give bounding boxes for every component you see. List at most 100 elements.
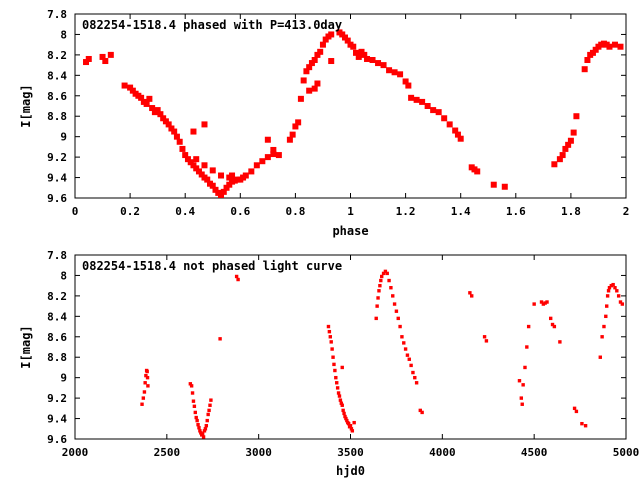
y-tick-label: 9.6 (47, 433, 67, 446)
data-point (519, 396, 524, 400)
y-tick-label: 8.6 (47, 331, 67, 344)
phased-plot-title: 082254-1518.4 phased with P=413.0day (82, 18, 342, 32)
data-point (204, 424, 209, 428)
data-point (322, 36, 329, 43)
data-point (200, 432, 205, 436)
data-point (234, 176, 241, 183)
phased-x-ticks: 0 0.2 0.4 0.6 0.8 1 1.2 1.4 1.6 1.8 2 (72, 14, 630, 218)
data-point (397, 71, 404, 78)
x-tick-label: 0.4 (175, 205, 195, 218)
data-point (199, 431, 203, 435)
data-point (380, 274, 384, 279)
phased-x-axis-title: phase (332, 224, 368, 238)
x-tick-label: 2 (623, 205, 630, 218)
data-point (218, 337, 222, 341)
data-point (562, 145, 569, 152)
data-point (446, 121, 453, 128)
data-point (543, 301, 547, 305)
data-point (303, 68, 310, 75)
data-point (194, 415, 198, 420)
data-point (286, 136, 293, 143)
data-point (430, 107, 437, 114)
data-point (617, 43, 624, 50)
data-point (306, 87, 313, 94)
raw-data-series (140, 269, 625, 439)
y-tick-label: 8.2 (47, 49, 67, 62)
y-tick-label: 9.6 (47, 192, 67, 205)
data-point (424, 103, 431, 109)
data-point (141, 396, 146, 400)
data-point (419, 98, 426, 105)
data-point (191, 399, 196, 403)
data-point (606, 289, 611, 293)
data-point (350, 43, 357, 50)
data-point (342, 411, 346, 416)
data-point (204, 176, 211, 183)
data-point (202, 429, 207, 433)
data-point (387, 278, 391, 283)
data-point (190, 162, 197, 169)
data-point (383, 269, 388, 274)
data-point (358, 48, 365, 55)
data-point (193, 156, 200, 163)
data-point (201, 435, 206, 439)
data-point (184, 156, 191, 163)
y-tick-label: 9 (60, 131, 67, 144)
x-tick-label: 1 (347, 205, 354, 218)
y-tick-label: 7.8 (47, 8, 67, 21)
data-point (190, 391, 195, 395)
y-tick-label: 8.6 (47, 90, 67, 103)
data-point (341, 34, 348, 41)
data-point (376, 296, 380, 300)
data-point (338, 398, 343, 402)
data-point (308, 60, 315, 67)
data-point (138, 94, 145, 101)
data-point (398, 324, 402, 329)
data-point (620, 302, 625, 306)
data-point (385, 271, 389, 276)
data-point (102, 58, 109, 65)
raw-plot-frame (74, 254, 627, 440)
data-point (83, 59, 90, 66)
data-point (414, 381, 419, 385)
data-point (607, 286, 612, 290)
data-point (545, 300, 549, 304)
data-point (484, 339, 489, 343)
data-point (339, 401, 344, 405)
data-point (198, 171, 205, 178)
data-point (600, 335, 604, 339)
data-point (149, 105, 156, 112)
data-point (201, 121, 208, 128)
data-point (411, 370, 415, 375)
y-tick-label: 9.4 (47, 413, 67, 426)
data-point (193, 165, 200, 172)
data-point (157, 111, 164, 118)
data-point (501, 183, 508, 190)
data-point (145, 369, 149, 374)
data-point (350, 429, 355, 433)
data-point (474, 168, 481, 175)
data-point (532, 302, 536, 306)
data-point (580, 421, 584, 426)
phased-light-curve-panel: 0 0.2 0.4 0.6 0.8 1 1.2 1.4 1.6 1.8 2 7.8 8 8.2 8.4 8.… (19, 8, 629, 238)
data-point (248, 168, 255, 175)
y-tick-label: 7.8 (47, 249, 67, 262)
data-point (556, 156, 563, 163)
data-point (337, 394, 342, 398)
data-point (140, 402, 144, 406)
data-point (129, 87, 136, 94)
data-point (223, 184, 230, 191)
data-point (311, 85, 318, 92)
x-tick-label: 1.8 (561, 205, 581, 218)
data-point (171, 128, 178, 135)
data-point (605, 294, 610, 298)
x-tick-label: 4500 (521, 446, 548, 459)
data-point (552, 324, 557, 329)
data-point (253, 162, 260, 169)
data-point (386, 67, 393, 74)
data-point (405, 82, 412, 89)
data-point (314, 80, 321, 87)
data-point (218, 191, 225, 198)
data-point (521, 383, 525, 387)
data-point (270, 146, 277, 153)
